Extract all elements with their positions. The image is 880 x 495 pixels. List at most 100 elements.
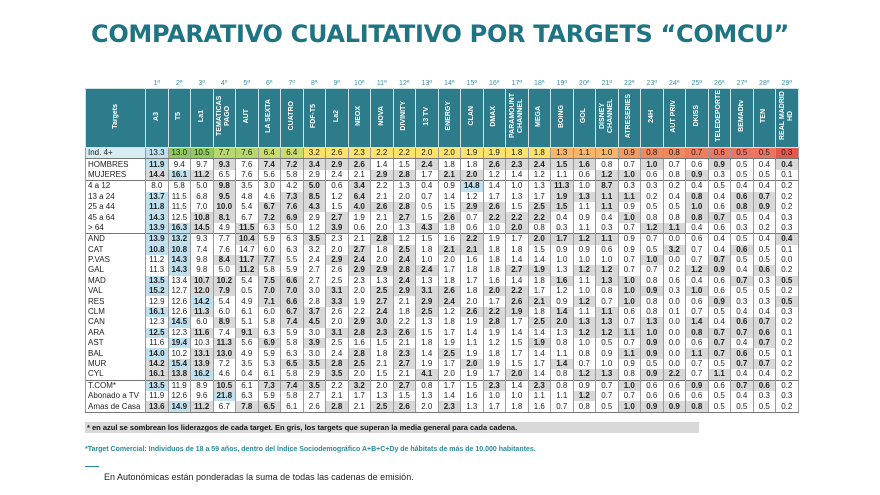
table-cell: 2.8	[325, 401, 349, 413]
table-cell: 3.1	[325, 286, 349, 297]
table-cell: 7.5	[257, 275, 281, 287]
table-cell: 6.6	[280, 296, 304, 307]
table-cell: 2.9	[302, 212, 326, 223]
table-cell: 11.5	[235, 222, 259, 234]
table-cell: 15.2	[145, 286, 169, 297]
table-cell: 9.8	[212, 180, 236, 192]
table-cell: 1.1	[527, 390, 551, 402]
table-cell: 1.4	[505, 169, 529, 181]
table-cell: 10.7	[190, 275, 214, 287]
table-cell: 1.3	[415, 317, 439, 328]
table-cell: 1.3	[550, 265, 574, 276]
table-cell: 0.6	[662, 390, 686, 402]
table-cell: 1.0	[617, 401, 641, 413]
table-cell: 1.1	[685, 348, 709, 359]
table-cell: 4.8	[235, 191, 259, 202]
table-cell: 2.5	[347, 358, 371, 370]
table-cell: 0.2	[775, 180, 799, 192]
table-cell: 5.8	[280, 369, 304, 381]
table-cell: 2.2	[347, 306, 371, 318]
table-cell: 19.4	[167, 338, 191, 349]
table-cell: 11.6	[190, 327, 214, 339]
table-cell: 11.3	[550, 180, 574, 192]
table-cell: 0.8	[640, 306, 664, 318]
table-cell: 2.0	[550, 317, 574, 328]
column-header-channel: LA SEXTA	[257, 88, 281, 148]
table-cell: 1.0	[640, 254, 664, 266]
table-cell: 0.3	[707, 169, 731, 181]
table-cell: 2.4	[302, 254, 326, 266]
rank-label: 8ª	[311, 80, 318, 87]
table-cell: 0.6	[707, 275, 731, 287]
table-cell: 2.0	[347, 286, 371, 297]
table-cell: 1.1	[550, 348, 574, 359]
index-cell: 0.9	[617, 146, 641, 160]
table-cell: 1.4	[437, 390, 461, 402]
table-row: AND 13.9 13.2 9.3 7.7 10.4 5.9 6.3 3.5 2.3 2.1 2.8 1…	[85, 233, 799, 245]
table-cell: 1.2	[482, 169, 506, 181]
table-cell: 1.2	[572, 369, 596, 381]
table-cell: 1.8	[415, 244, 439, 255]
table-cell: 2.2	[527, 212, 551, 223]
table-cell: 2.5	[325, 275, 349, 287]
table-cell: 0.2	[775, 201, 799, 213]
table-cell: 5.8	[280, 169, 304, 181]
table-cell: 0.4	[550, 212, 574, 223]
table-cell: 4.9	[212, 222, 236, 234]
table-cell: 2.9	[370, 169, 394, 181]
rank-label: 25ª	[691, 80, 702, 87]
highlight-note: * en azul se sombrean los liderazgos de …	[85, 422, 699, 433]
table-cell: 2.4	[415, 265, 439, 276]
table-cell: 1.3	[572, 191, 596, 202]
table-cell: 0.2	[775, 265, 799, 276]
table-cell: 0.2	[775, 358, 799, 370]
table-cell: 0.7	[617, 317, 641, 328]
table-cell: 2.8	[302, 296, 326, 307]
rank-label: 4ª	[221, 80, 228, 87]
table-cell: 0.9	[572, 212, 596, 223]
table-cell: 0.7	[752, 338, 776, 349]
column-header-channel: BEMADtv	[730, 88, 754, 148]
table-cell: 0.7	[730, 275, 754, 287]
table-cell: 0.5	[707, 358, 731, 370]
table-cell: 0.1	[662, 306, 686, 318]
table-cell: 6.1	[280, 401, 304, 413]
table-cell: 2.0	[527, 233, 551, 245]
table-cell: 5.6	[235, 338, 259, 349]
table-cell: 10.8	[145, 244, 169, 255]
table-cell: 0.7	[617, 254, 641, 266]
table-cell: 2.0	[437, 254, 461, 266]
table-row: GAL 11.3 14.3 9.8 5.0 11.2 5.8 5.9 2.7 2.6 2.9 2.9 2…	[85, 265, 799, 276]
table-cell: 0.4	[662, 191, 686, 202]
table-cell: 0.9	[572, 379, 596, 391]
table-cell: 11.2	[190, 401, 214, 413]
table-cell: 2.1	[392, 369, 416, 381]
row-label: CAT	[85, 244, 146, 255]
index-cell: 1.0	[595, 146, 619, 160]
column-header-channel: ENERGY	[437, 88, 461, 148]
table-cell: 1.2	[572, 265, 596, 276]
table-cell: 2.7	[302, 275, 326, 287]
table-cell: 0.7	[640, 233, 664, 245]
table-cell: 7.3	[280, 191, 304, 202]
channel-name: TELEDEPORTE	[715, 90, 723, 142]
table-row: VAL 15.2 12.7 12.0 7.9 0.5 7.0 7.0 3.0 3.1 2.0 2.5 2…	[85, 286, 799, 297]
table-cell: 6.7	[280, 306, 304, 318]
table-cell: 2.6	[325, 265, 349, 276]
table-cell: 1.8	[482, 265, 506, 276]
table-cell: 0.4	[730, 369, 754, 381]
index-cell: 13.3	[145, 146, 169, 160]
table-cell: 1.6	[460, 390, 484, 402]
table-cell: 5.9	[280, 327, 304, 339]
table-cell: 1.2	[482, 338, 506, 349]
table-cell: 1.6	[437, 233, 461, 245]
table-cell: 6.0	[212, 306, 236, 318]
row-label: MUR	[85, 358, 146, 370]
table-cell: 1.7	[437, 265, 461, 276]
table-cell: 1.2	[302, 222, 326, 234]
table-cell: 13.1	[190, 348, 214, 359]
table-cell: 1.7	[482, 296, 506, 307]
table-cell: 1.3	[640, 317, 664, 328]
table-cell: 1.0	[572, 254, 596, 266]
header-row: Targets A3 T5 La1 TEMATICAS PAGO AUT LA SEXTA C…	[85, 88, 799, 148]
